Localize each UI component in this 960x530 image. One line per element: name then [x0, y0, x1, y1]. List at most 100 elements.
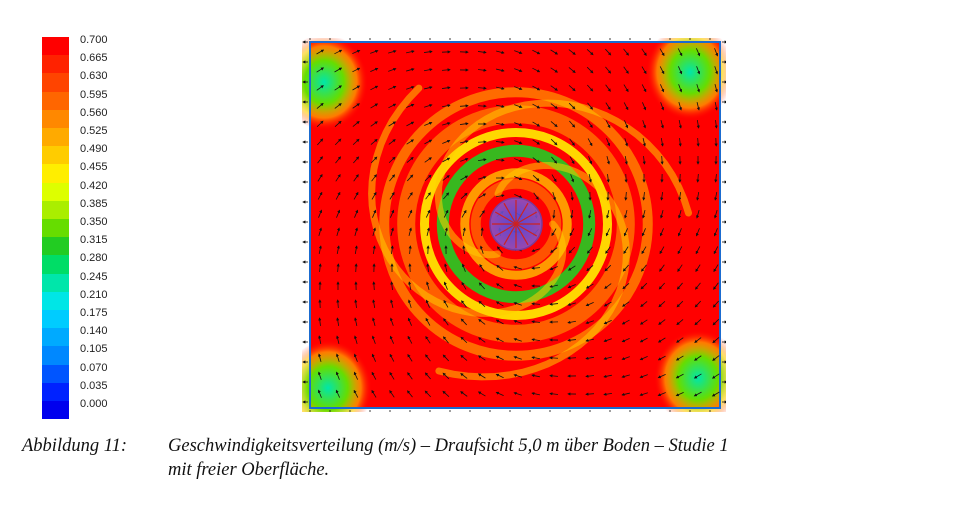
velocity-arrow — [389, 317, 394, 326]
velocity-arrow — [696, 119, 700, 129]
velocity-arrow — [696, 173, 700, 183]
velocity-arrow — [586, 66, 594, 74]
velocity-arrow — [532, 157, 540, 163]
velocity-arrow — [659, 264, 665, 272]
velocity-arrow — [370, 85, 379, 91]
velocity-ring — [379, 87, 653, 361]
velocity-arrow — [477, 158, 487, 162]
velocity-arrow — [641, 228, 646, 237]
rotor-blade — [494, 223, 517, 237]
velocity-arrow — [425, 209, 431, 218]
velocity-arrow — [495, 140, 505, 144]
velocity-arrow — [354, 227, 358, 236]
velocity-arrow — [585, 302, 594, 307]
velocity-arrow — [496, 50, 505, 54]
colorbar-swatch — [42, 310, 69, 329]
velocity-arrow — [407, 372, 413, 380]
colorbar-tick-label: 0.350 — [80, 216, 108, 228]
velocity-arrow — [712, 300, 719, 308]
velocity-arrow — [605, 246, 611, 254]
velocity-arrow — [678, 173, 682, 183]
velocity-arrow — [496, 264, 504, 271]
velocity-arrow — [695, 264, 701, 273]
rotor-blade — [515, 202, 529, 225]
velocity-arrow — [441, 86, 451, 90]
velocity-arrow — [514, 158, 523, 163]
velocity-arrow — [477, 391, 486, 397]
velocity-arrow — [550, 247, 558, 253]
velocity-arrow — [496, 283, 504, 289]
rotor-blade — [494, 211, 517, 225]
velocity-arrow — [550, 121, 558, 128]
velocity-arrow — [353, 174, 359, 182]
velocity-arrow — [642, 138, 646, 147]
velocity-arrow — [406, 50, 415, 54]
velocity-arrow — [316, 67, 325, 73]
velocity-arrow — [354, 299, 358, 309]
velocity-arrow — [621, 356, 630, 361]
velocity-arrow — [676, 300, 684, 308]
velocity-arrow — [441, 68, 451, 72]
velocity-arrow — [316, 85, 324, 91]
velocity-arrow — [426, 263, 430, 273]
velocity-arrow — [352, 103, 360, 109]
velocity-arrow — [585, 374, 595, 378]
velocity-arrow — [586, 265, 594, 272]
velocity-arrow — [316, 102, 324, 109]
velocity-arrow — [588, 156, 593, 165]
colorbar-swatch — [42, 128, 69, 147]
velocity-arrow — [660, 210, 664, 219]
velocity-arrow — [675, 355, 684, 361]
velocity-arrow — [352, 67, 361, 73]
colorbar-swatch — [42, 273, 69, 292]
velocity-arrow — [389, 191, 395, 200]
velocity-arrow — [353, 156, 360, 164]
velocity-arrow — [606, 173, 610, 183]
velocity-arrow — [713, 264, 719, 273]
velocity-arrow — [603, 392, 613, 396]
velocity-arrow — [406, 103, 415, 108]
velocity-arrow — [712, 337, 720, 344]
velocity-arrow — [532, 139, 541, 145]
velocity-arrow — [389, 390, 395, 398]
velocity-arrow — [570, 174, 575, 183]
rotor-blade — [503, 202, 517, 225]
velocity-arrow — [406, 174, 414, 182]
velocity-arrow — [569, 120, 576, 128]
velocity-arrow — [371, 174, 377, 182]
colorbar-tick-label: 0.105 — [80, 343, 108, 356]
velocity-arrow — [711, 373, 720, 379]
velocity-arrow — [353, 371, 359, 380]
velocity-arrow — [623, 48, 629, 56]
velocity-arrow — [513, 337, 522, 342]
colorbar-swatch — [42, 291, 69, 310]
velocity-arrow — [388, 85, 397, 90]
velocity-arrow — [371, 335, 376, 344]
velocity-arrow — [641, 246, 647, 255]
velocity-arrow — [606, 138, 611, 147]
velocity-arrow — [603, 374, 612, 378]
colorbar-tick-label: 0.385 — [80, 197, 108, 210]
colorbar-tick-label: 0.560 — [80, 106, 108, 119]
velocity-arrow — [639, 319, 648, 325]
velocity-arrow — [390, 227, 394, 236]
velocity-arrow — [407, 353, 413, 362]
velocity-arrow — [462, 227, 466, 237]
velocity-arrow — [389, 335, 394, 344]
velocity-arrow — [660, 155, 664, 165]
velocity-arrow — [585, 320, 594, 325]
velocity-arrow — [605, 228, 611, 237]
velocity-arrow — [622, 283, 630, 290]
colorbar-swatch — [42, 200, 69, 219]
colorbar-tick-label: 0.420 — [80, 179, 108, 192]
velocity-arrow — [336, 299, 340, 309]
velocity-arrow — [696, 191, 700, 201]
velocity-arrow — [570, 209, 574, 219]
velocity-arrow — [442, 139, 451, 144]
velocity-arrow — [495, 391, 504, 397]
colorbar-swatch — [42, 219, 69, 238]
velocity-arrow — [460, 354, 468, 361]
velocity-arrow — [407, 192, 413, 200]
velocity-arrow — [424, 86, 433, 90]
velocity-arrow — [478, 300, 486, 307]
